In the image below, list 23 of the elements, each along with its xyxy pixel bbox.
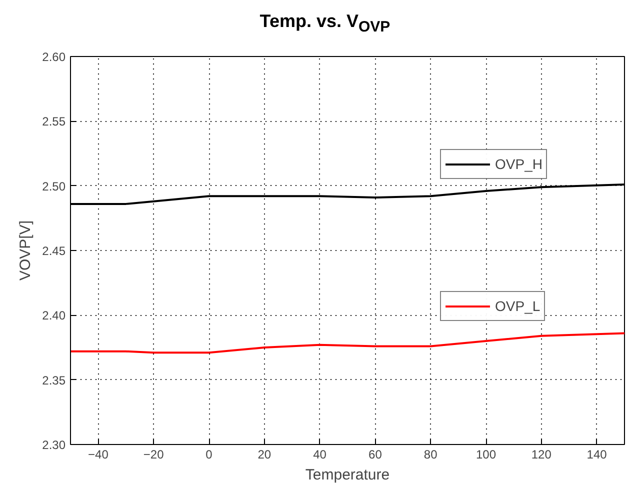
y-tick-label: 2.40 bbox=[42, 308, 66, 323]
legend-label: OVP_L bbox=[495, 298, 540, 314]
line-series bbox=[70, 332, 624, 354]
x-tick-label: 140 bbox=[586, 448, 608, 462]
y-tick-label: 2.55 bbox=[42, 114, 66, 129]
x-tick-label: 40 bbox=[313, 448, 327, 462]
legend-label: OVP_H bbox=[495, 156, 542, 172]
x-tick-label: −40 bbox=[88, 448, 109, 462]
y-tick-label: 2.60 bbox=[42, 50, 66, 64]
y-tick-label: 2.30 bbox=[42, 438, 66, 452]
x-tick-label: −20 bbox=[143, 448, 164, 462]
chart-title: Temp. vs. V$_{OVP}$ bbox=[260, 10, 390, 38]
x-tick-label: 80 bbox=[424, 448, 438, 462]
y-tick-label: 2.45 bbox=[42, 244, 66, 258]
x-tick-label: 20 bbox=[258, 448, 272, 462]
x-tick-label: 120 bbox=[531, 448, 552, 462]
x-tick-label: 100 bbox=[476, 448, 496, 462]
x-tick-label: 60 bbox=[368, 448, 382, 462]
x-axis-title: Temperature bbox=[305, 466, 390, 484]
x-tick-label: 0 bbox=[206, 448, 213, 462]
y-axis-title: VOVP[V] bbox=[17, 220, 34, 281]
y-tick-label: 2.50 bbox=[42, 179, 66, 194]
y-tick-label: 2.35 bbox=[42, 373, 66, 388]
